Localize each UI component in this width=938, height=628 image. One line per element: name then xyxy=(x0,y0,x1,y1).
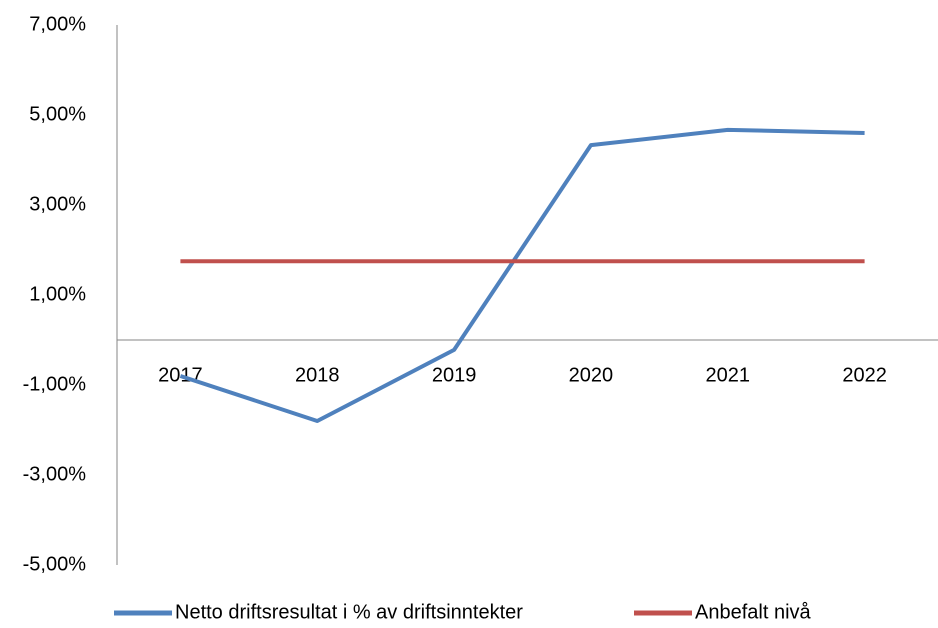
x-tick-label: 2022 xyxy=(842,364,887,386)
y-tick-label: 5,00% xyxy=(29,103,86,125)
y-tick-label: -5,00% xyxy=(23,553,87,575)
y-tick-label: 7,00% xyxy=(29,13,86,35)
y-tick-label: 3,00% xyxy=(29,193,86,215)
x-tick-label: 2020 xyxy=(569,364,614,386)
y-tick-label: -3,00% xyxy=(23,463,87,485)
legend-label: Anbefalt nivå xyxy=(695,601,812,623)
legend-label: Netto driftsresultat i % av driftsinntek… xyxy=(175,601,523,623)
y-tick-label: -1,00% xyxy=(23,373,87,395)
x-tick-label: 2018 xyxy=(295,364,340,386)
x-tick-label: 2019 xyxy=(432,364,477,386)
series-line xyxy=(179,127,865,423)
y-tick-label: 1,00% xyxy=(29,283,86,305)
x-tick-label: 2021 xyxy=(706,364,751,386)
